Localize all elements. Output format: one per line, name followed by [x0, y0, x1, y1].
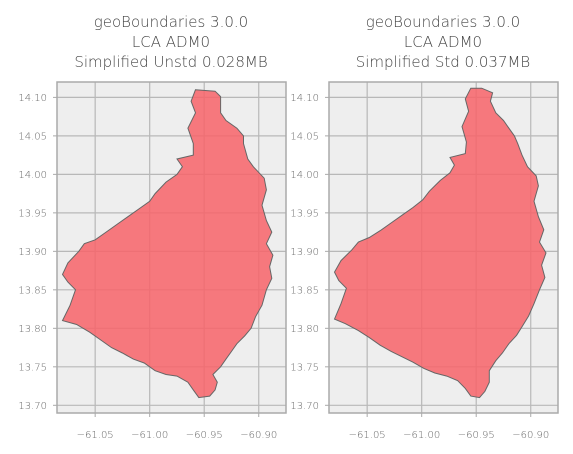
y-tick-label: 14.00	[290, 170, 319, 181]
y-tick-label: 14.10	[18, 93, 47, 104]
x-tick-label: −61.05	[349, 430, 386, 441]
y-tick-label: 13.75	[290, 362, 319, 373]
panel-title-line-3: Simplified Std 0.037MB	[356, 53, 531, 71]
y-tick-label: 13.85	[18, 285, 47, 296]
y-tick-label: 14.00	[18, 170, 47, 181]
panel-title-line-2: LCA ADM0	[404, 33, 482, 51]
y-tick-label: 13.80	[18, 324, 47, 335]
y-tick-label: 13.95	[18, 208, 47, 219]
panel-title-line-1: geoBoundaries 3.0.0	[366, 13, 520, 31]
plot-frame	[328, 81, 559, 414]
y-tick-label: 13.70	[290, 401, 319, 412]
plot-frame	[56, 81, 287, 414]
x-tick-label: −60.90	[240, 430, 277, 441]
y-tick-label: 14.10	[290, 93, 319, 104]
y-tick-label: 14.05	[18, 131, 47, 142]
x-tick-label: −61.05	[77, 430, 114, 441]
x-tick-label: −60.90	[512, 430, 549, 441]
y-tick-label: 13.90	[290, 247, 319, 258]
y-tick-label: 13.95	[290, 208, 319, 219]
panel-title-line-3: Simplified Unstd 0.028MB	[74, 53, 267, 71]
y-tick-label: 13.80	[290, 324, 319, 335]
x-tick-label: −60.95	[458, 430, 495, 441]
map-panel-unstd: geoBoundaries 3.0.0 LCA ADM0 Simplified …	[18, 13, 287, 441]
x-tick-label: −60.95	[186, 430, 223, 441]
panel-title-line-2: LCA ADM0	[132, 33, 210, 51]
panel-title-line-1: geoBoundaries 3.0.0	[94, 13, 248, 31]
map-plot-area: −61.05 −61.00 −60.95 −60.90 13.70 13.75 13.80 1…	[290, 81, 559, 441]
map-panel-std: geoBoundaries 3.0.0 LCA ADM0 Simplified …	[290, 13, 559, 441]
x-tick-label: −61.00	[131, 430, 168, 441]
y-tick-label: 14.05	[290, 131, 319, 142]
saint-lucia-boundary	[61, 89, 274, 399]
saint-lucia-boundary	[333, 87, 547, 399]
map-plot-area: −61.05 −61.00 −60.95 −60.90 13.70 13.75 13.80 1…	[18, 81, 287, 441]
y-tick-label: 13.75	[18, 362, 47, 373]
y-tick-label: 13.85	[290, 285, 319, 296]
x-tick-label: −61.00	[403, 430, 440, 441]
y-tick-label: 13.90	[18, 247, 47, 258]
y-tick-label: 13.70	[18, 401, 47, 412]
